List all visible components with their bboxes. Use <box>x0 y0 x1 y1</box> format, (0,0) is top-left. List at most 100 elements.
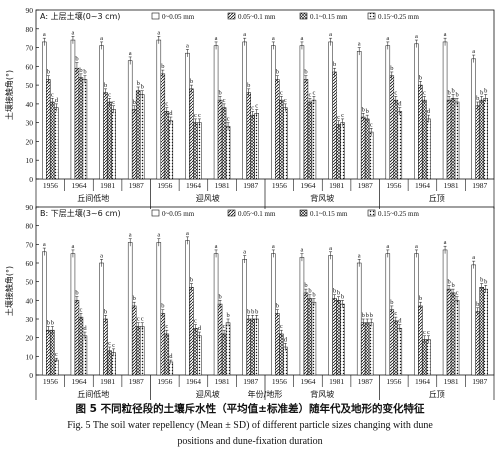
significance-letter: d <box>284 336 288 343</box>
significance-letter: b <box>104 82 107 89</box>
bar <box>221 107 227 180</box>
year-label: 1981 <box>329 181 344 190</box>
significance-letter: b <box>75 290 78 297</box>
year-label: 1964 <box>300 377 315 386</box>
y-tick-label: 30 <box>26 315 34 324</box>
year-label: 1956 <box>386 377 401 386</box>
significance-letter: b <box>308 288 311 295</box>
significance-letter: a <box>472 254 475 261</box>
y-tick-label: 20 <box>26 137 34 146</box>
significance-letter: c <box>255 103 258 110</box>
significance-letter: b <box>83 69 86 76</box>
bar <box>217 99 223 180</box>
bar <box>332 298 337 376</box>
bar <box>127 60 133 180</box>
year-label: 1987 <box>129 377 144 386</box>
significance-letter: b <box>366 312 369 319</box>
bar <box>82 79 88 180</box>
year-label: 1964 <box>186 181 201 190</box>
y-tick-label: 80 <box>26 222 34 231</box>
significance-letter: b <box>218 89 221 96</box>
year-label: 1956 <box>157 377 172 386</box>
bar <box>225 126 231 180</box>
significance-letter: b <box>51 319 54 326</box>
significance-letter: a <box>43 241 46 248</box>
significance-letter: a <box>157 29 160 36</box>
bar <box>275 313 280 376</box>
bar <box>450 292 456 376</box>
significance-letter: b <box>341 293 344 300</box>
significance-letter: b <box>79 67 82 74</box>
bar <box>299 257 305 376</box>
y-tick-label: 10 <box>26 156 34 165</box>
year-label: 1956 <box>157 181 172 190</box>
bar <box>225 322 231 376</box>
significance-letter: d <box>398 318 402 325</box>
year-label: 1956 <box>43 181 58 190</box>
bar <box>275 79 280 180</box>
significance-letter: a <box>415 243 418 250</box>
bar <box>131 109 137 180</box>
legend-entry: 0.1~0.15 mm <box>310 210 348 218</box>
bar <box>426 339 431 376</box>
bar <box>397 111 403 180</box>
significance-letter: c <box>312 89 315 96</box>
bar <box>389 309 395 376</box>
bar <box>418 84 423 180</box>
bar <box>139 326 145 376</box>
significance-letter: b <box>161 63 164 70</box>
significance-letter: d <box>427 108 431 115</box>
significance-letter: b <box>366 108 369 115</box>
significance-letter: b <box>337 290 340 297</box>
y-tick-label: 20 <box>26 334 34 343</box>
bar <box>103 92 108 180</box>
significance-letter: a <box>415 33 418 40</box>
significance-letter: b <box>419 74 422 81</box>
bar <box>135 326 141 376</box>
bar <box>213 45 219 180</box>
significance-letter: c <box>55 351 58 358</box>
year-label: 1964 <box>300 181 315 190</box>
year-label: 1964 <box>186 377 201 386</box>
significance-letter: a <box>272 35 275 42</box>
bar <box>111 109 116 180</box>
significance-letter: a <box>100 252 103 259</box>
bar <box>336 124 341 180</box>
bar <box>454 300 460 376</box>
position-label: 背风坡 <box>310 389 334 399</box>
significance-letter: c <box>456 290 459 297</box>
chart-svg: 0 10 20 30 40 50 60 70 80 90 土壤接触角(°) A: 上层土壤(0~3 c… <box>4 6 495 400</box>
bar <box>70 253 76 376</box>
bar <box>422 339 427 376</box>
y-tick-label: 0 <box>29 175 33 184</box>
significance-letter: c <box>280 323 283 330</box>
significance-letter: a <box>129 232 132 239</box>
significance-letter: c <box>394 89 397 96</box>
significance-letter: b <box>484 88 487 95</box>
bar <box>42 251 47 376</box>
significance-letter: d <box>398 101 402 108</box>
bar <box>311 99 317 180</box>
bar <box>356 51 362 180</box>
legend-entry: 0~0.05 mm <box>162 13 195 21</box>
significance-letter: a <box>129 50 132 57</box>
bar <box>364 322 370 376</box>
bar <box>479 287 484 376</box>
y-tick-label: 80 <box>26 25 34 34</box>
significance-letter: a <box>243 31 246 38</box>
year-label: 1964 <box>415 181 430 190</box>
significance-letter: a <box>386 243 389 250</box>
year-label: 1964 <box>415 377 430 386</box>
significance-letter: a <box>215 243 218 250</box>
panel-label: B: 下层土壤(3~6 cm) <box>40 208 121 218</box>
figure-caption-en-line2: positions and dune-fixation duration <box>177 436 323 447</box>
bar <box>135 90 141 180</box>
significance-letter: c <box>112 99 115 106</box>
significance-letter: d <box>83 325 87 332</box>
bar <box>250 114 255 180</box>
significance-letter: a <box>358 252 361 259</box>
significance-letter: b <box>480 89 483 96</box>
significance-letter: b <box>47 69 50 76</box>
position-label: 迎风坡 <box>196 389 220 399</box>
